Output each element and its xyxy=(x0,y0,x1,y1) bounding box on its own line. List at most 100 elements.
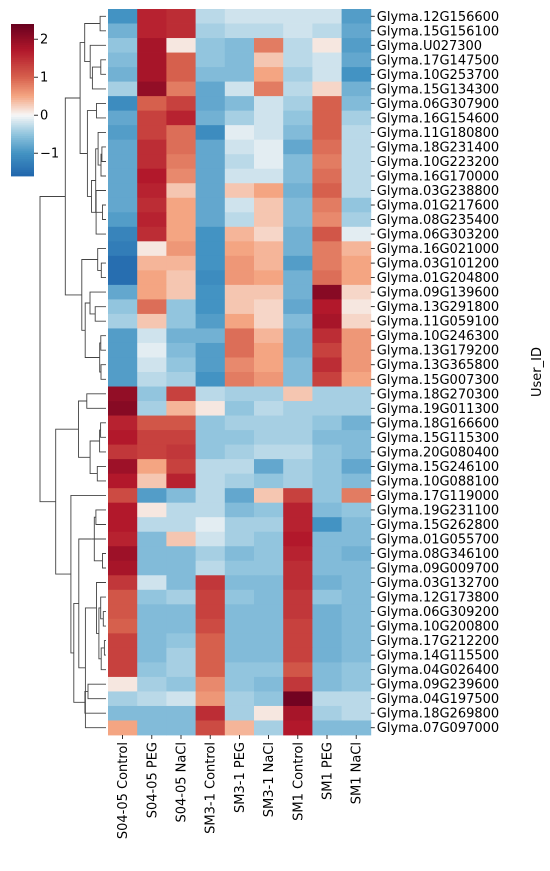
heatmap-cell xyxy=(195,546,226,562)
heatmap-cell xyxy=(137,212,167,228)
colorbar-tick-label: 0 xyxy=(40,109,48,124)
heatmap-cell xyxy=(312,502,342,518)
heatmap-cell xyxy=(312,23,342,39)
heatmap-cell xyxy=(254,81,284,97)
colorbar-band xyxy=(11,33,34,36)
heatmap-cell xyxy=(195,386,226,402)
dendrogram-branch xyxy=(64,97,82,296)
heatmap-cell xyxy=(312,81,342,97)
heatmap-cell xyxy=(137,386,167,402)
heatmap-cell xyxy=(283,705,313,721)
heatmap-cell xyxy=(254,9,284,24)
heatmap-cell xyxy=(224,415,255,431)
heatmap-cell xyxy=(137,589,167,605)
heatmap-cell xyxy=(108,226,138,242)
heatmap-cell xyxy=(166,604,196,620)
heatmap-cell xyxy=(166,154,196,170)
heatmap-cell xyxy=(166,241,196,257)
heatmap-cell xyxy=(166,531,196,547)
heatmap-cell xyxy=(283,9,313,24)
heatmap-cell xyxy=(283,560,313,576)
heatmap-cell xyxy=(108,502,138,518)
row-label: Glyma.08G235400 xyxy=(377,213,499,228)
heatmap-cell xyxy=(312,386,342,402)
heatmap-cell xyxy=(312,139,342,155)
heatmap-cell xyxy=(195,459,226,475)
heatmap-cell xyxy=(254,212,284,228)
colorbar-band xyxy=(11,52,34,55)
heatmap-cell xyxy=(195,342,226,358)
heatmap-cell xyxy=(312,691,342,707)
heatmap-cell xyxy=(166,720,196,736)
heatmap-cell xyxy=(166,197,196,213)
heatmap-cell xyxy=(137,52,167,68)
heatmap-cell xyxy=(312,270,342,286)
heatmap-cell xyxy=(137,560,167,576)
heatmap-cell xyxy=(108,430,138,445)
dendrogram-branch xyxy=(79,42,88,154)
heatmap-cell xyxy=(254,705,284,721)
heatmap-cell xyxy=(137,459,167,475)
colorbar-band xyxy=(11,117,34,120)
heatmap-cell xyxy=(166,560,196,576)
heatmap-cell xyxy=(166,212,196,228)
heatmap-cell xyxy=(312,517,342,533)
heatmap-cell xyxy=(341,604,372,620)
heatmap-cell xyxy=(283,197,313,213)
heatmap-cell xyxy=(166,647,196,663)
heatmap-cell xyxy=(108,546,138,562)
heatmap-cell xyxy=(137,270,167,286)
heatmap-cell xyxy=(224,589,255,605)
heatmap-cell xyxy=(224,604,255,620)
dendrogram-branch xyxy=(95,509,106,525)
heatmap-cell xyxy=(312,328,342,344)
heatmap-cell xyxy=(224,183,255,199)
heatmap-cell xyxy=(283,255,313,271)
column-label: SM1 NaCl xyxy=(350,742,365,804)
colorbar-band xyxy=(11,151,34,154)
heatmap-cell xyxy=(312,255,342,271)
heatmap-cell xyxy=(312,560,342,576)
row-label: Glyma.17G212200 xyxy=(377,634,499,649)
heatmap-cell xyxy=(137,183,167,199)
heatmap-cell xyxy=(224,618,255,634)
row-label: Glyma.01G204800 xyxy=(377,271,499,286)
row-label: Glyma.06G309200 xyxy=(377,605,499,620)
heatmap-cell xyxy=(108,154,138,170)
heatmap-cell xyxy=(224,531,255,547)
colorbar-band xyxy=(11,90,34,93)
heatmap-cell xyxy=(341,38,372,53)
heatmap-cell xyxy=(283,313,313,329)
heatmap-cell xyxy=(254,197,284,213)
heatmap-cell xyxy=(108,705,138,721)
heatmap-cell xyxy=(195,212,226,228)
dendrogram-branch xyxy=(103,640,106,656)
heatmap-cell xyxy=(254,647,284,663)
heatmap-cell xyxy=(254,313,284,329)
colorbar-band xyxy=(11,63,34,67)
heatmap-cell xyxy=(166,488,196,504)
heatmap-cell xyxy=(224,430,255,445)
heatmap-cell xyxy=(341,662,372,678)
row-label: Glyma.03G238800 xyxy=(377,184,499,199)
heatmap-cell xyxy=(195,720,226,736)
colorbar-band xyxy=(11,113,34,116)
heatmap-cell xyxy=(195,168,226,184)
heatmap-cell xyxy=(137,531,167,547)
heatmap-cell xyxy=(166,662,196,678)
heatmap-cell xyxy=(283,125,313,141)
heatmap-cell xyxy=(108,328,138,344)
heatmap-cell xyxy=(254,110,284,126)
heatmap-cell xyxy=(341,502,372,518)
heatmap-cell xyxy=(341,720,372,736)
heatmap-cell xyxy=(254,139,284,155)
heatmap-cell xyxy=(108,691,138,707)
dendrogram-branch xyxy=(99,15,106,32)
heatmap-cell xyxy=(341,52,372,68)
heatmap-cell xyxy=(283,139,313,155)
heatmap-cell xyxy=(195,647,226,663)
colorbar-tick-label: −1 xyxy=(40,147,59,162)
heatmap-cell xyxy=(108,67,138,82)
row-label: Glyma.12G156600 xyxy=(377,10,499,25)
heatmap-cell xyxy=(224,154,255,170)
